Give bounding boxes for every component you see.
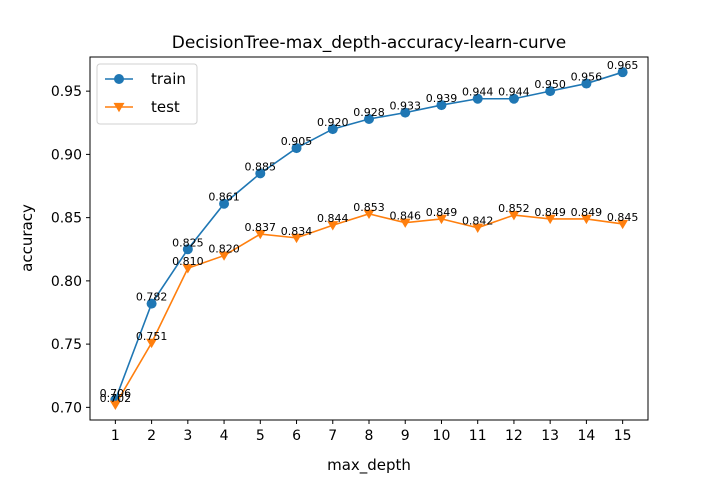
x-tick-label: 4	[220, 428, 229, 444]
train-point	[364, 113, 374, 124]
y-tick-label: 0.75	[51, 337, 82, 353]
test-data-label: 0.834	[281, 225, 313, 238]
test-point	[617, 219, 629, 230]
train-point	[255, 168, 266, 179]
test-point	[508, 210, 520, 221]
x-tick-label: 10	[433, 428, 451, 444]
x-tick-label: 6	[292, 428, 301, 444]
test-legend-marker	[113, 102, 125, 113]
train-point	[146, 298, 157, 309]
y-tick-label: 0.90	[51, 147, 82, 163]
train-data-label: 0.825	[172, 236, 204, 249]
train-data-label: 0.920	[317, 116, 349, 129]
train-data-label: 0.885	[245, 160, 277, 173]
train-point	[617, 67, 628, 78]
test-data-label: 0.849	[426, 206, 458, 219]
train-point	[436, 100, 447, 111]
train-point	[472, 93, 483, 104]
test-data-label: 0.810	[172, 255, 204, 268]
test-data-label: 0.846	[389, 210, 421, 223]
test-point	[435, 214, 447, 225]
train-data-label: 0.944	[462, 86, 494, 99]
x-tick-label: 14	[577, 428, 595, 444]
test-data-label: 0.837	[245, 221, 277, 234]
train-data-label: 0.706	[100, 387, 132, 400]
train-data-label: 0.861	[208, 191, 240, 204]
y-tick-label: 0.95	[51, 84, 82, 100]
train-legend-marker	[114, 74, 124, 84]
test-data-label: 0.844	[317, 212, 349, 225]
y-tick-label: 0.70	[51, 400, 82, 416]
train-data-label: 0.905	[281, 135, 313, 148]
train-data-label: 0.965	[607, 59, 639, 72]
train-data-label: 0.950	[534, 78, 566, 91]
y-tick-label: 0.80	[51, 274, 82, 290]
train-data-label: 0.956	[571, 71, 603, 84]
train-data-label: 0.928	[353, 106, 385, 119]
test-point	[182, 264, 194, 274]
legend: train test	[96, 63, 198, 125]
train-point	[508, 93, 519, 104]
test-data-label: 0.845	[607, 211, 639, 224]
x-tick-label: 9	[401, 428, 410, 444]
train-data-label: 0.782	[136, 291, 168, 304]
x-tick-label: 15	[614, 428, 632, 444]
x-tick-label: 1	[111, 428, 120, 444]
y-axis-label: accuracy	[18, 204, 36, 272]
data-labels: 0.706 0.782 0.825 0.861 0.885 0.905 0.920 0.928…	[100, 59, 639, 405]
test-point	[363, 209, 375, 220]
test-point	[218, 251, 230, 261]
x-tick-label: 11	[469, 428, 487, 444]
test-data-label: 0.852	[498, 202, 530, 215]
train-data-label: 0.939	[426, 92, 458, 105]
test-point	[109, 400, 121, 411]
x-tick-label: 5	[256, 428, 265, 444]
test-point	[291, 233, 303, 244]
train-point	[581, 78, 592, 89]
test-point	[254, 229, 266, 240]
test-data-label: 0.849	[571, 206, 603, 219]
chart-title: DecisionTree-max_depth-accuracy-learn-cu…	[172, 33, 566, 53]
x-tick-label: 3	[183, 428, 192, 444]
test-point	[146, 338, 158, 349]
test-point	[544, 214, 556, 225]
test-point	[327, 221, 339, 231]
train-point	[545, 86, 556, 97]
test-point	[580, 214, 592, 225]
train-data-label: 0.933	[389, 100, 421, 113]
train-point	[400, 107, 411, 118]
test-point	[399, 218, 411, 228]
test-data-label: 0.702	[100, 392, 132, 405]
train-legend-label: train	[151, 70, 186, 88]
x-tick-label: 2	[147, 428, 156, 444]
train-point	[219, 198, 230, 209]
test-data-label: 0.842	[462, 215, 494, 228]
x-tick-label: 8	[365, 428, 374, 444]
x-axis-label: max_depth	[327, 456, 411, 475]
x-tick-label: 13	[541, 428, 559, 444]
y-axis: 0.70 0.75 0.80 0.85 0.90 0.95	[51, 84, 90, 416]
test-data-label: 0.820	[208, 243, 240, 256]
test-legend-label: test	[151, 98, 180, 116]
train-point	[182, 244, 193, 255]
y-tick-label: 0.85	[51, 211, 82, 227]
test-point	[472, 223, 484, 233]
test-data-label: 0.751	[136, 330, 168, 343]
train-data-label: 0.944	[498, 86, 530, 99]
series-layer	[109, 67, 629, 411]
x-axis: 1 2 3 4 5 6 7 8 9 10 11 12 13 14 15	[111, 420, 632, 444]
train-point	[327, 124, 338, 135]
x-tick-label: 7	[328, 428, 337, 444]
x-tick-label: 12	[505, 428, 523, 444]
test-data-label: 0.853	[353, 201, 385, 214]
test-data-label: 0.849	[534, 206, 566, 219]
train-point	[291, 143, 302, 154]
